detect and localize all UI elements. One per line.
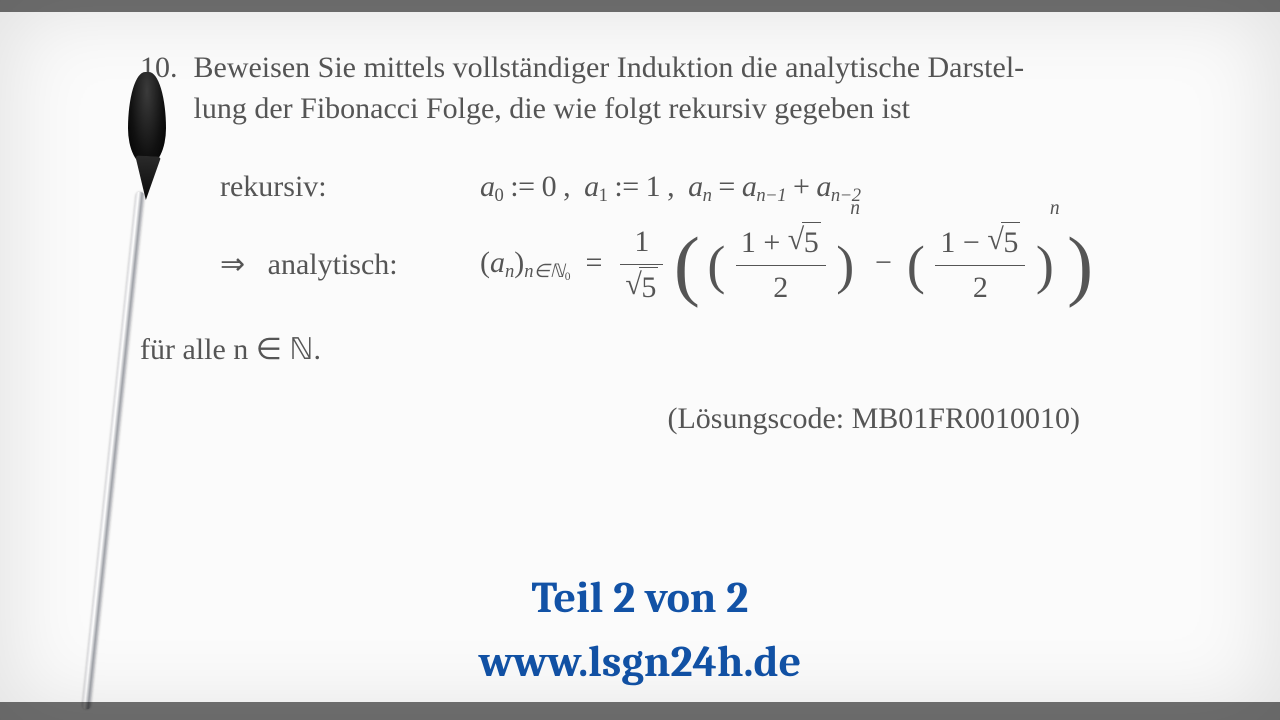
solution-code: (Lösungscode: MB01FR0010010) [140,399,1140,440]
eq-analytic: (an)n∈ℕ0 = 1 5 ( ( 1 + 5 2 )n − [480,222,1140,308]
definitions: rekursiv: a0 := 0 , a1 := 1 , an = an−1 … [140,167,1140,439]
frac-psi: 1 − 5 2 [935,222,1025,308]
frac-phi: 1 + 5 2 [736,222,826,308]
row-recursive: rekursiv: a0 := 0 , a1 := 1 , an = an−1 … [140,167,1140,208]
footer-part: Teil 2 von 2 [0,572,1280,623]
label-recursive: rekursiv: [140,167,480,208]
frac-1-sqrt5: 1 5 [620,222,663,308]
problem-number: 10. [140,48,186,89]
pen-shaft [82,192,145,710]
row-analytic: ⇒ analytisch: (an)n∈ℕ0 = 1 5 ( ( 1 + 5 [140,222,1140,308]
page: 10. Beweisen Sie mittels vollständiger I… [0,0,1280,720]
problem-block: 10. Beweisen Sie mittels vollständiger I… [140,48,1140,439]
problem-text: Beweisen Sie mittels vollständiger Induk… [194,48,1134,129]
eq-recursive: a0 := 0 , a1 := 1 , an = an−1 + an−2 [480,167,1140,208]
footer-url: www.lsgn24h.de [0,636,1280,687]
text-line-2: lung der Fibonacci Folge, die wie folgt … [194,92,911,125]
label-analytic: ⇒ analytisch: [140,245,480,286]
text-line-1: Beweisen Sie mittels vollständiger Induk… [194,51,1025,84]
for-all: für alle n ∈ ℕ. [140,330,1140,371]
